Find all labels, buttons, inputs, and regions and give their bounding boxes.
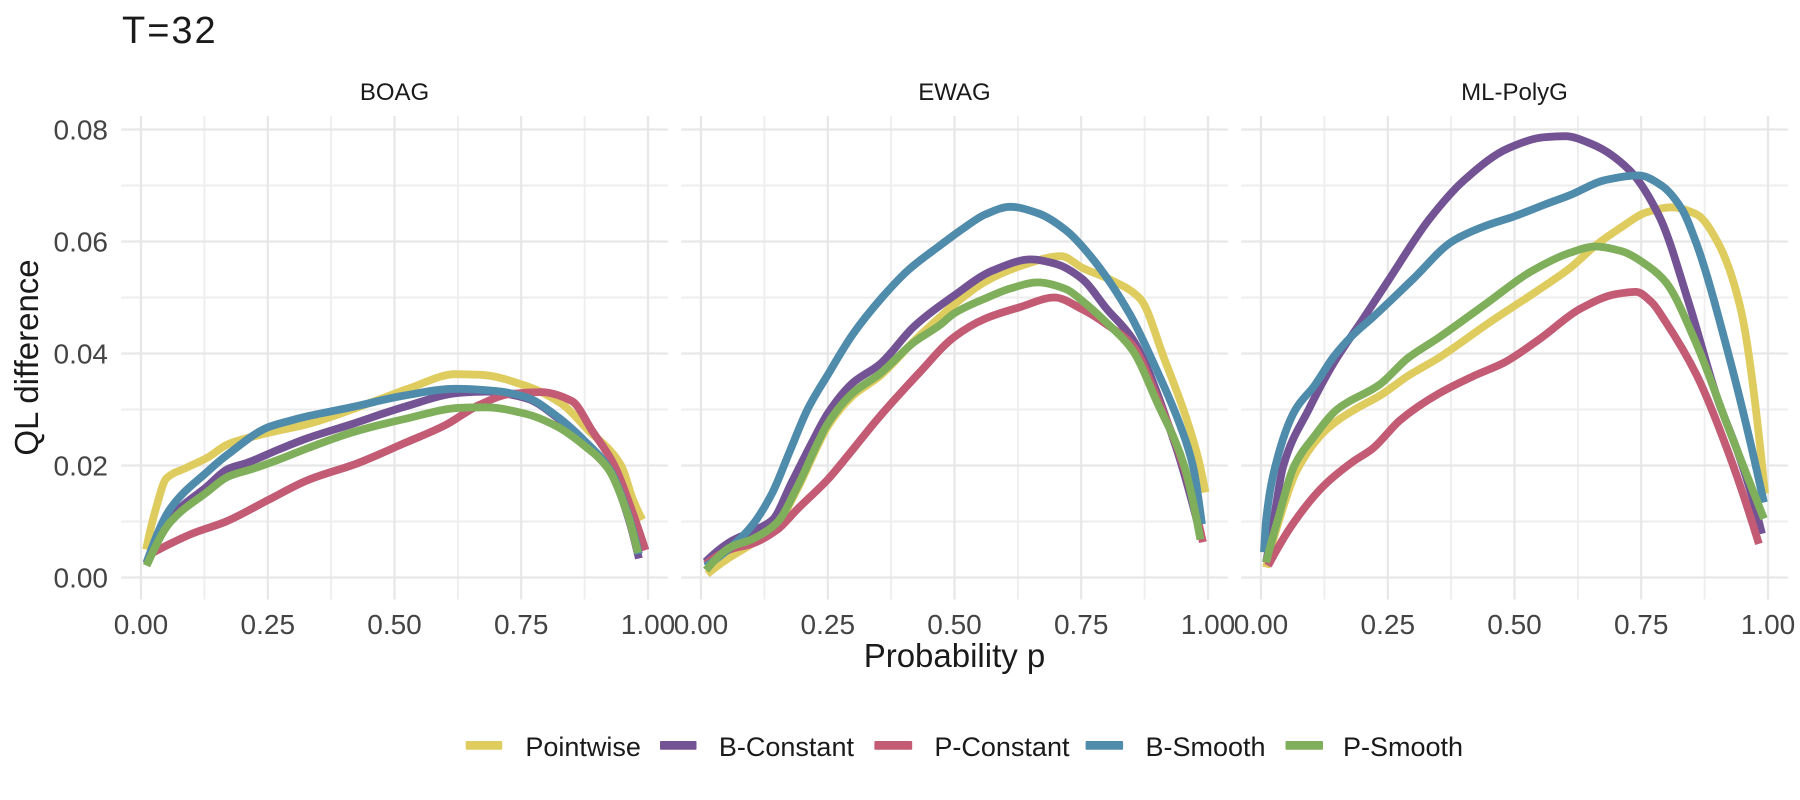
svg-text:0.00: 0.00	[674, 609, 729, 640]
svg-text:0.25: 0.25	[241, 609, 296, 640]
svg-text:Pointwise: Pointwise	[525, 732, 641, 762]
svg-text:BOAG: BOAG	[360, 79, 429, 106]
svg-text:1.00: 1.00	[1741, 609, 1796, 640]
svg-text:T=32: T=32	[122, 10, 218, 52]
svg-text:EWAG: EWAG	[918, 79, 990, 106]
svg-text:0.00: 0.00	[114, 609, 169, 640]
svg-text:0.08: 0.08	[54, 114, 109, 145]
svg-text:0.06: 0.06	[54, 226, 109, 257]
svg-text:0.02: 0.02	[54, 450, 109, 481]
svg-text:B-Smooth: B-Smooth	[1146, 732, 1266, 762]
svg-text:Probability p: Probability p	[864, 637, 1046, 674]
svg-text:0.00: 0.00	[1234, 609, 1289, 640]
svg-text:0.25: 0.25	[801, 609, 856, 640]
svg-text:0.50: 0.50	[1487, 609, 1542, 640]
svg-text:0.75: 0.75	[1614, 609, 1669, 640]
svg-text:P-Constant: P-Constant	[934, 732, 1070, 762]
svg-text:QL difference: QL difference	[8, 259, 45, 455]
svg-text:ML-PolyG: ML-PolyG	[1461, 79, 1568, 106]
svg-text:0.00: 0.00	[54, 562, 109, 593]
svg-text:P-Smooth: P-Smooth	[1343, 732, 1463, 762]
svg-text:1.00: 1.00	[1181, 609, 1236, 640]
svg-text:0.75: 0.75	[1054, 609, 1109, 640]
svg-text:0.50: 0.50	[367, 609, 422, 640]
svg-text:0.25: 0.25	[1361, 609, 1416, 640]
svg-text:1.00: 1.00	[621, 609, 676, 640]
svg-text:0.75: 0.75	[494, 609, 549, 640]
svg-text:B-Constant: B-Constant	[719, 732, 855, 762]
svg-text:0.50: 0.50	[927, 609, 982, 640]
svg-text:0.04: 0.04	[54, 338, 109, 369]
